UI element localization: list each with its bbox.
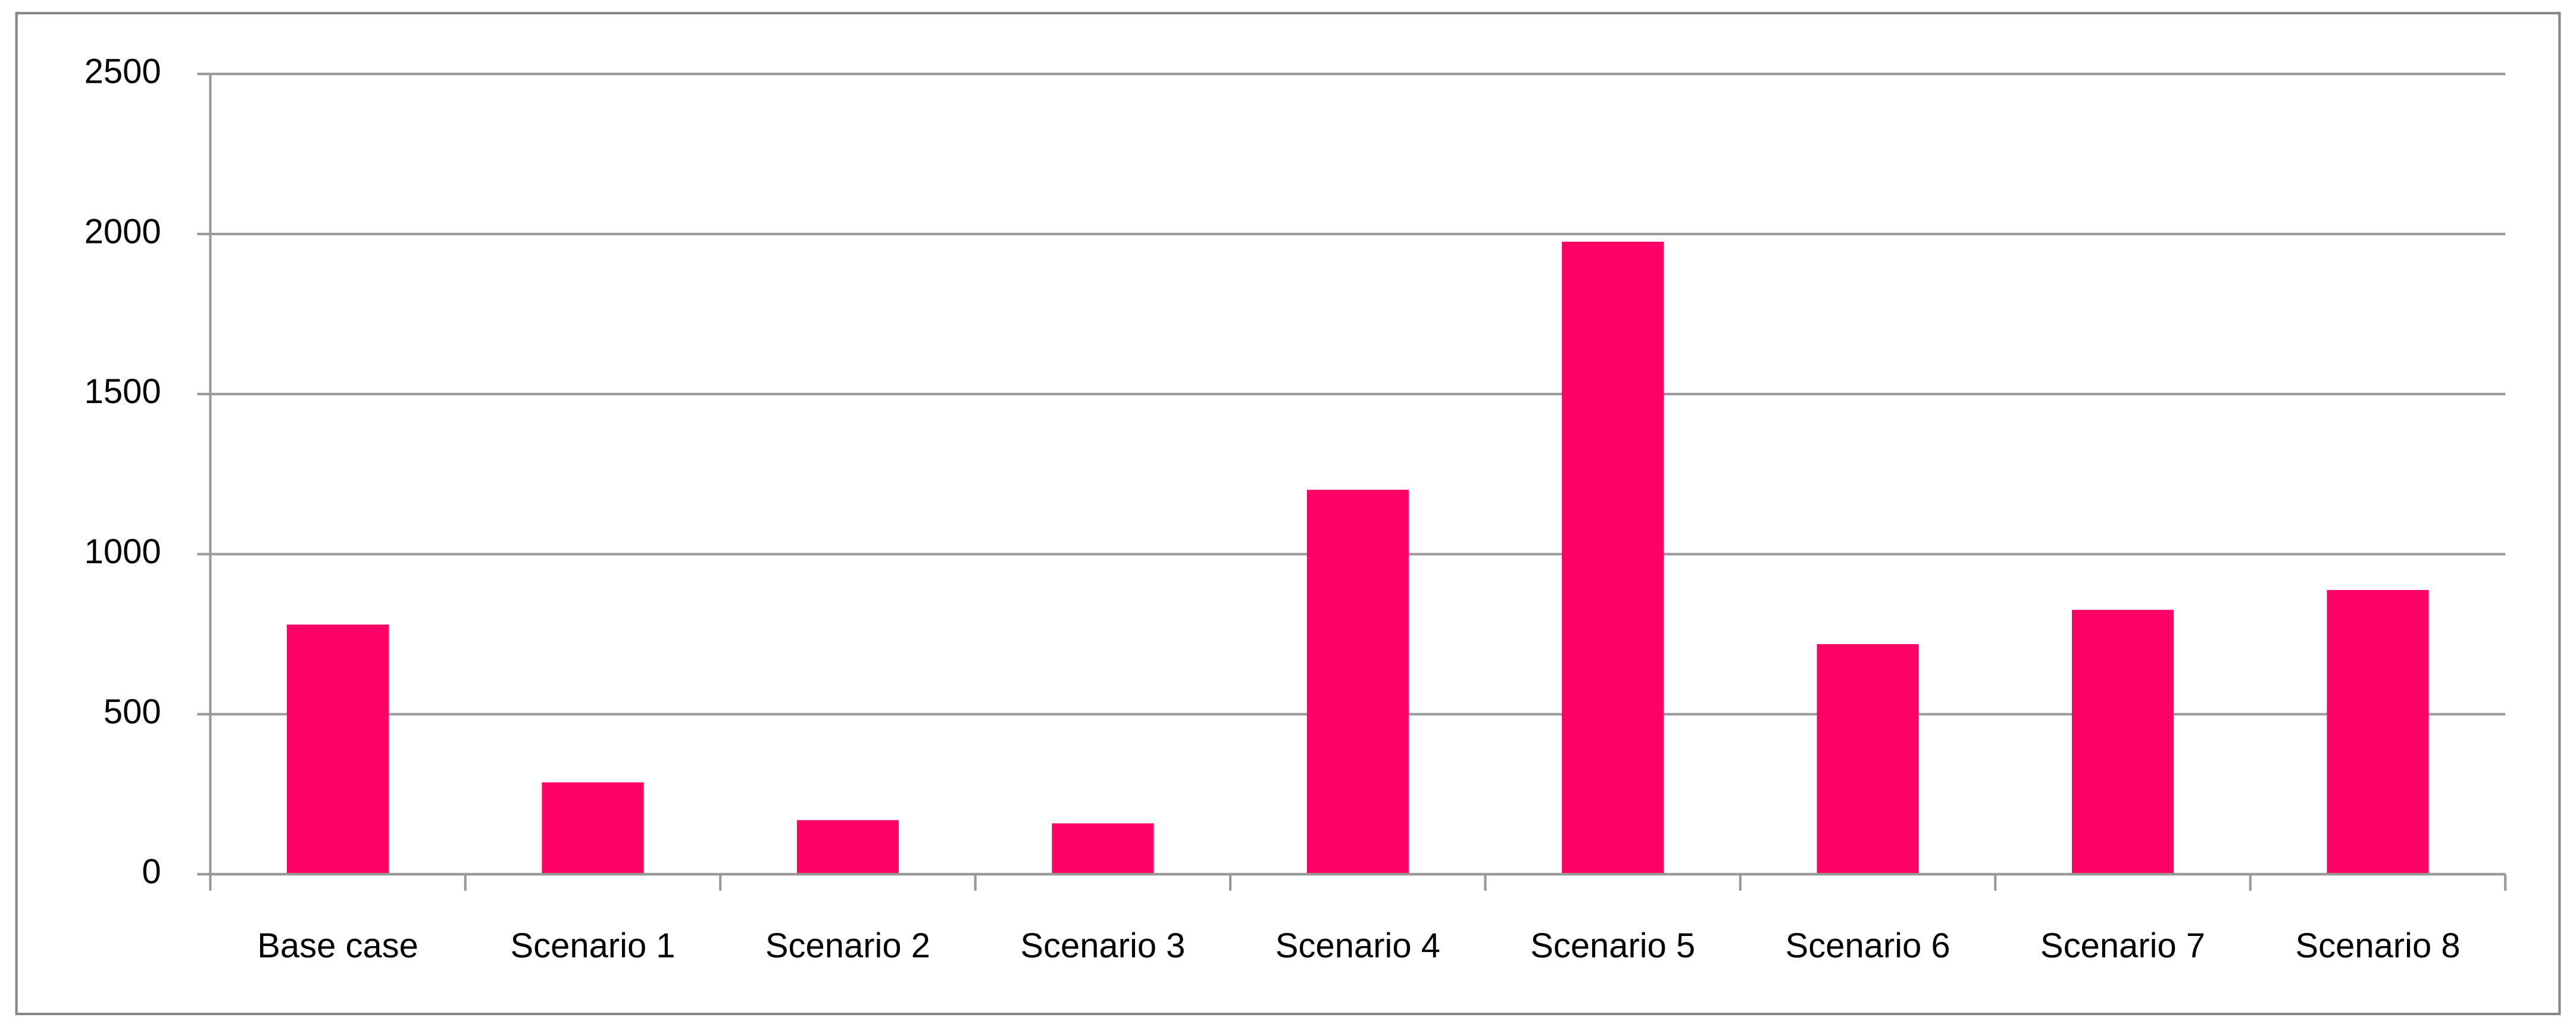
y-tick-label: 2000 (85, 213, 161, 251)
bar (2327, 589, 2429, 875)
x-tick-label: Scenario 6 (1786, 927, 1950, 965)
bar (1306, 489, 1409, 875)
bar (1562, 241, 1664, 875)
x-tick-label: Scenario 1 (510, 927, 675, 965)
bar (542, 782, 644, 875)
x-tick-label: Scenario 5 (1530, 927, 1695, 965)
y-tick-label: 0 (142, 853, 161, 891)
x-tick-label: Scenario 3 (1020, 927, 1185, 965)
x-tick-label: Base case (257, 927, 418, 965)
chart-border (15, 12, 2561, 1016)
y-tick-label: 1500 (85, 373, 161, 411)
x-tick-label: Scenario 8 (2295, 927, 2460, 965)
bar (287, 624, 389, 875)
bar (1817, 644, 1919, 875)
x-tick-label: Scenario 2 (765, 927, 930, 965)
y-tick-label: 2500 (85, 53, 161, 91)
bar (796, 820, 899, 875)
x-tick-label: Scenario 7 (2040, 927, 2205, 965)
bar (1052, 823, 1154, 875)
x-tick-label: Scenario 4 (1276, 927, 1440, 965)
bar (2072, 610, 2174, 875)
y-tick-label: 1000 (85, 533, 161, 571)
y-tick-label: 500 (104, 693, 161, 731)
